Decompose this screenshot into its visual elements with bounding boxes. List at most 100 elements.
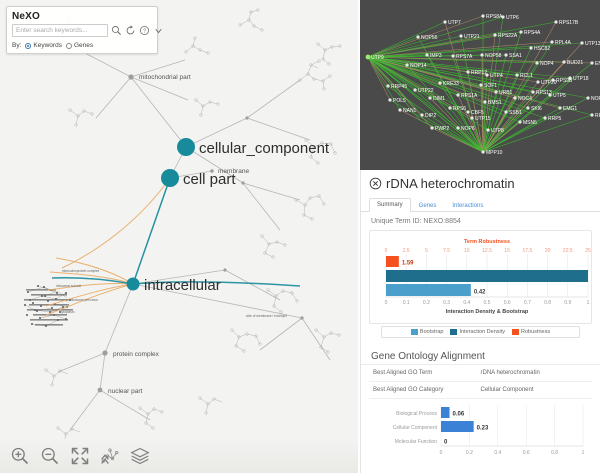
help-icon[interactable]: ?	[139, 25, 150, 36]
legend-robustness: Robustness	[512, 329, 550, 335]
chart-category-label: Cellular Component	[393, 425, 438, 431]
tree-node-label-rnp-complex: ribonucleoprotein complex	[62, 269, 100, 273]
chart-category-label: Molecular Function	[395, 439, 437, 445]
fit-to-screen-button[interactable]	[70, 446, 90, 466]
zoom-in-button[interactable]	[10, 446, 30, 466]
search-input[interactable]	[12, 24, 108, 37]
gene-node-label: SSB1	[509, 110, 522, 116]
refresh-icon[interactable]	[125, 25, 136, 36]
gene-node-label: RPS1A	[461, 93, 478, 99]
tree-toolbar[interactable]	[0, 439, 358, 473]
gene-node-label: RRP5	[548, 116, 562, 122]
chart-bar	[386, 256, 399, 267]
chart-category-label: Biological Process	[396, 411, 437, 417]
tree-node-label-cell-part: cell part	[183, 171, 236, 188]
gene-node-label: RPS6	[453, 106, 466, 112]
unique-term-id: Unique Term ID: NEXO:8854	[371, 218, 461, 225]
legend-interaction-density: Interaction Density	[450, 329, 505, 335]
tree-node-label-cellular-component: cellular_component	[199, 140, 330, 157]
gene-node-label: NOP56	[421, 35, 438, 41]
chart-tick-label: 0.4	[463, 300, 470, 306]
gene-node-label: UTP22	[418, 88, 434, 94]
gene-node-label: HSC82	[534, 46, 550, 52]
gene-network-panel[interactable]: UTP9 NOP56 UTP7 RPS8A UTP6 RPS17B RPS4A RPL4A UT…	[360, 0, 600, 170]
chart-tick-label: 20	[545, 248, 551, 254]
search-panel[interactable]: NeXO ? By: Keywords	[6, 6, 162, 54]
gene-node-label: UTP5	[553, 93, 566, 99]
gene-node-label: NOP1	[591, 96, 600, 102]
robustness-chart-legend: Bootstrap Interaction Density Robustness	[381, 326, 580, 338]
gene-node-label: DIP2	[425, 113, 436, 119]
chart-bar	[386, 270, 588, 282]
collapse-all-button[interactable]	[100, 446, 120, 466]
gene-node-label: SSA1	[509, 53, 522, 59]
gene-node-label: NOC4	[518, 96, 532, 102]
gene-node-label: RPS9B	[556, 78, 573, 84]
detail-header: rDNA heterochromatin	[361, 170, 600, 193]
legend-robustness-label: Robustness	[521, 329, 551, 335]
chart-tick-label: 0.7	[524, 300, 531, 306]
robustness-chart: Term Robustness 0 2.5 5 7.5 10 12.5 15 17.5 20 22.…	[369, 230, 592, 324]
radio-keywords[interactable]: Keywords	[25, 42, 62, 49]
tree-node-cell-part[interactable]	[161, 169, 179, 187]
gene-node-label: RPS17B	[559, 20, 579, 26]
legend-bootstrap: Bootstrap	[410, 329, 443, 335]
layers-button[interactable]	[130, 446, 150, 466]
chart-tick-label: 12.5	[482, 248, 492, 254]
gene-node-label: IMP3	[430, 53, 442, 59]
gene-node-label: NAN1	[403, 108, 417, 114]
tree-node-intracellular[interactable]	[126, 277, 140, 291]
gene-node-label: RPS22A	[498, 33, 518, 39]
gene-node-label: RPS7A	[456, 54, 473, 60]
gene-node-label: BUD21	[567, 60, 583, 66]
chart-tick-label: 0.2	[423, 300, 430, 306]
go-alignment-title: Gene Ontology Alignment	[361, 344, 600, 365]
zoom-out-button[interactable]	[40, 446, 60, 466]
gene-node-label: EMG1	[563, 106, 577, 112]
gene-node-label: RRP9	[595, 113, 600, 119]
chart-top-axis-title: Term Robustness	[464, 239, 510, 245]
tree-node-label-mitochondrial-part: mitochondrial part	[139, 74, 191, 81]
radio-keywords-dot[interactable]	[25, 42, 32, 49]
ontology-tree-canvas[interactable]: mitochondrial part membrane protein comp…	[0, 0, 358, 473]
tree-node-label-misc: side of membrane / envelope	[246, 314, 287, 318]
page-title: rDNA heterochromatin	[386, 176, 515, 191]
chevron-down-icon[interactable]	[153, 25, 164, 36]
go-category-key: Best Aligned GO Category	[373, 387, 444, 393]
close-icon[interactable]	[369, 177, 382, 190]
chart-value-label: 0.06	[453, 412, 465, 418]
term-detail-panel[interactable]: rDNA heterochromatin Summary Genes Inter…	[360, 170, 600, 473]
detail-tabs[interactable]: Summary Genes Interactions	[361, 193, 600, 212]
gene-node-label: UTP9	[371, 55, 384, 61]
gene-node-label: RPL4A	[555, 40, 572, 46]
gene-node-label: NOP58	[485, 53, 502, 59]
go-term-value: rDNA heterochromatin	[480, 370, 540, 376]
gene-node-label: RPS4A	[524, 30, 541, 36]
radio-genes-dot[interactable]	[65, 42, 72, 49]
gene-node-label: UTP20	[541, 80, 557, 86]
gene-network-canvas[interactable]: UTP9 NOP56 UTP7 RPS8A UTP6 RPS17B RPS4A RPL4A UT…	[360, 0, 600, 170]
gene-node-label: RRP12	[471, 70, 487, 76]
chart-value-label: 0.42	[474, 290, 486, 296]
gene-node-label: UTP7	[448, 20, 461, 26]
ontology-tree-panel[interactable]: mitochondrial part membrane protein comp…	[0, 0, 358, 473]
tab-summary[interactable]: Summary	[369, 198, 411, 212]
go-term-key: Best Aligned GO Term	[373, 370, 433, 376]
tab-interactions[interactable]: Interactions	[452, 203, 484, 209]
gene-node-label: UTP8	[491, 128, 504, 134]
chart-value-label: 0.23	[477, 426, 489, 432]
search-icon[interactable]	[111, 25, 122, 36]
tree-node-cellular-component[interactable]	[177, 138, 195, 156]
chart-tick-label: 0	[385, 248, 388, 254]
gene-node-label: RPS8A	[486, 14, 503, 20]
tab-genes[interactable]: Genes	[418, 203, 437, 209]
chart-tick-label: 0.8	[551, 450, 558, 456]
tree-node-label-intracellular: intracellular	[144, 277, 221, 294]
gene-node-label: URB1	[499, 90, 513, 96]
radio-genes[interactable]: Genes	[65, 42, 93, 49]
chart-bar	[441, 421, 474, 432]
gene-node-label: BMS1	[488, 100, 502, 106]
legend-bootstrap-swatch	[410, 329, 418, 335]
gene-node-label: DIM1	[433, 96, 445, 102]
gene-node-label: UTP15	[475, 116, 491, 122]
